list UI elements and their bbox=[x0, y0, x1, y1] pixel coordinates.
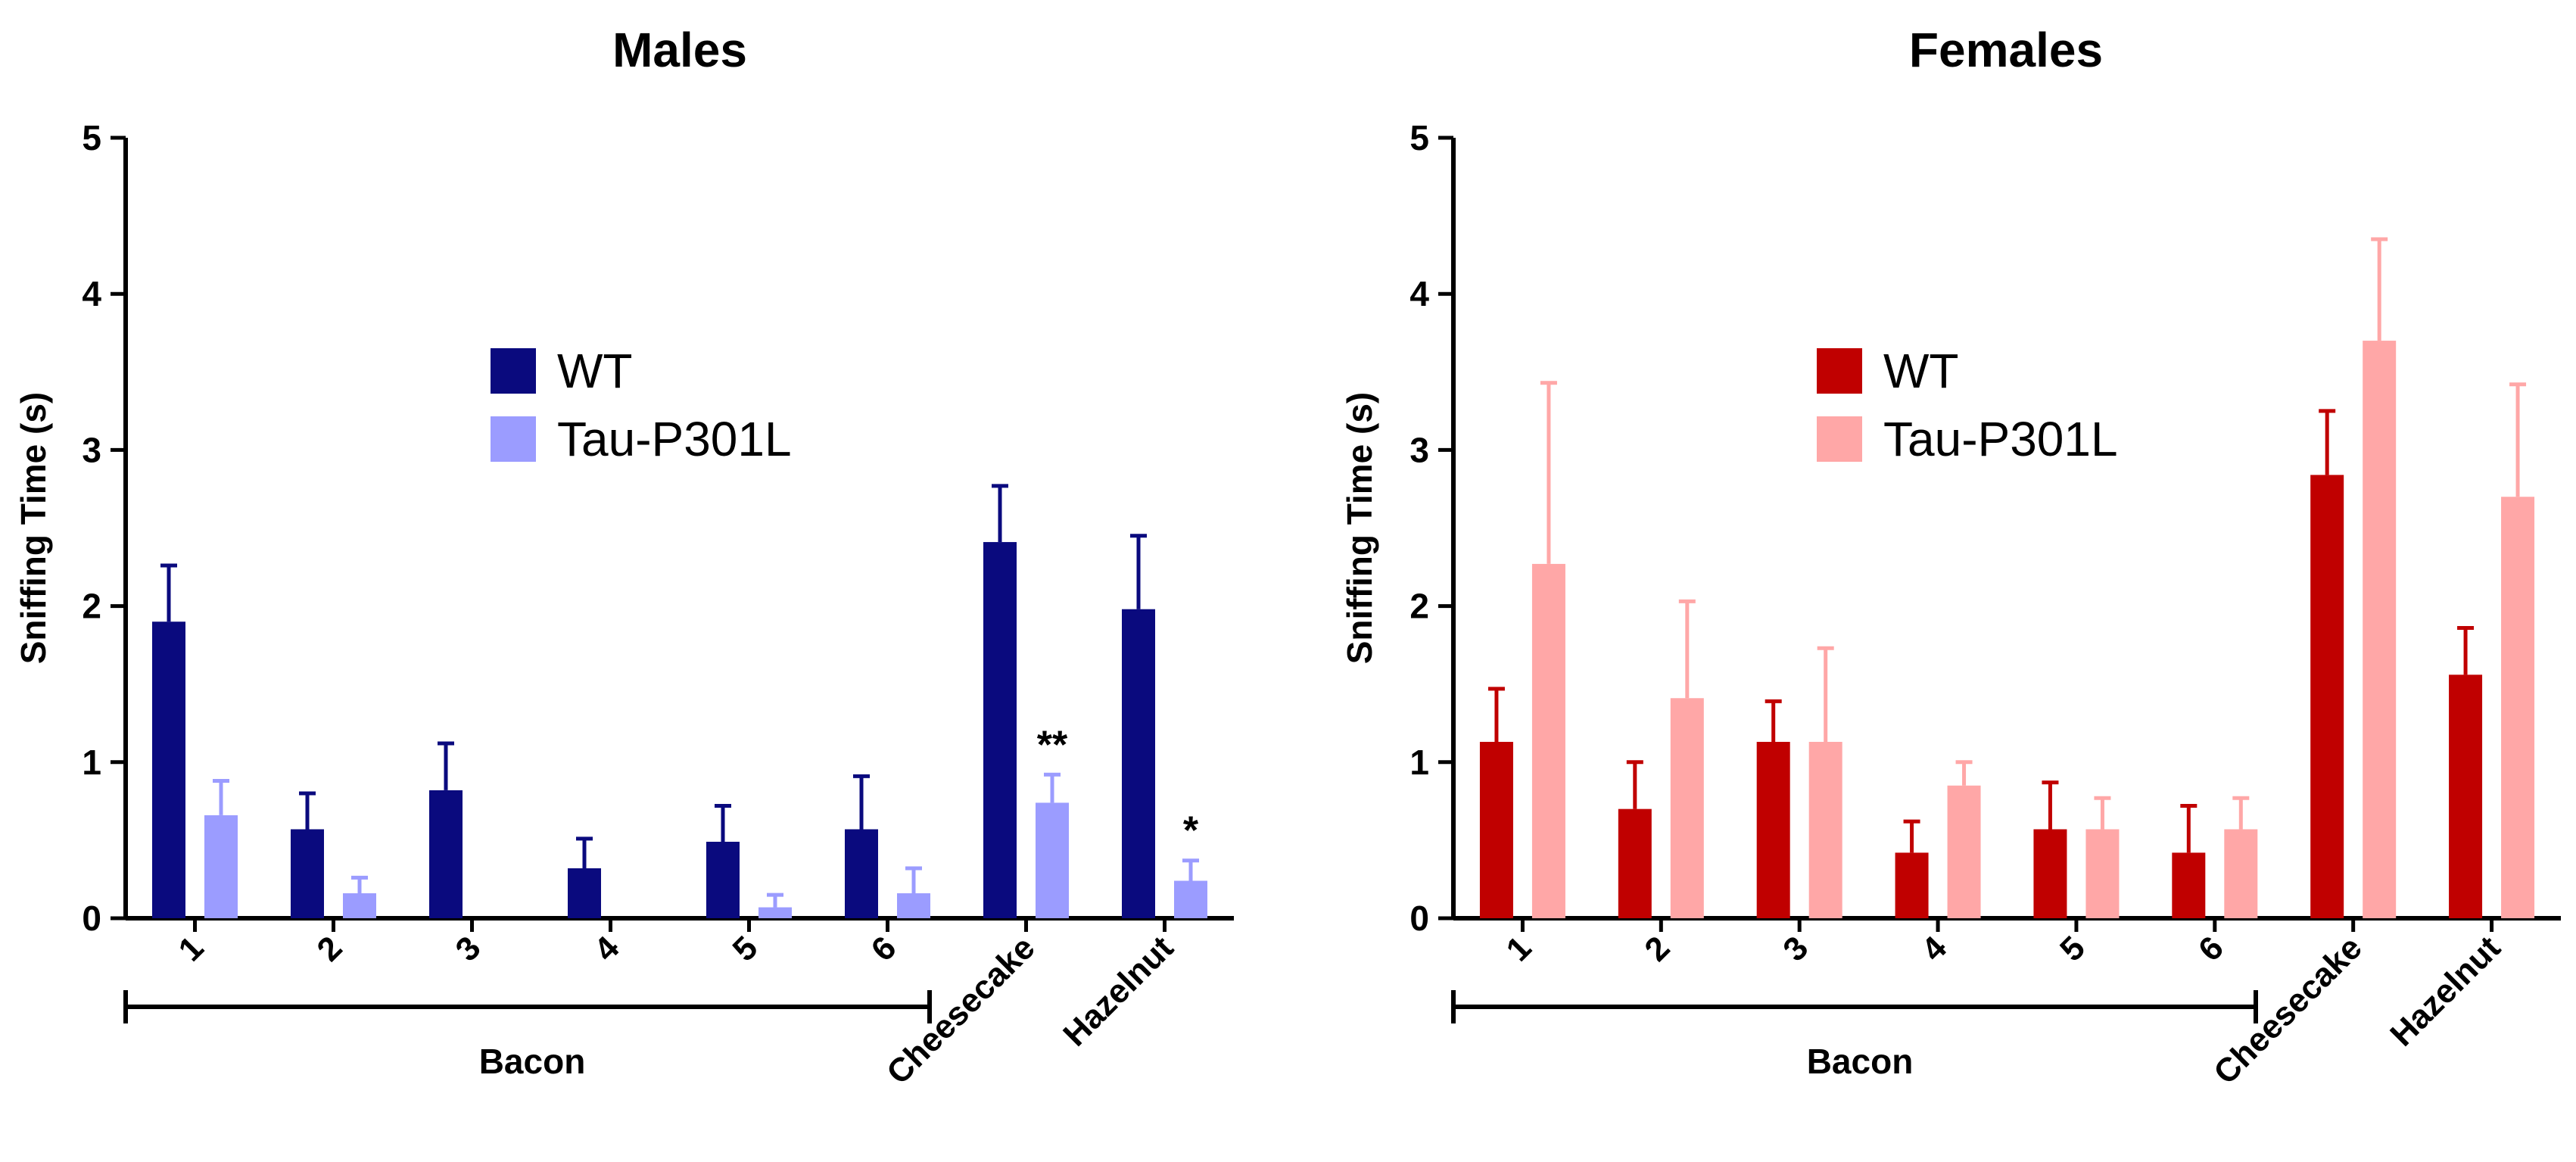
bar-tau-p301l-3 bbox=[1947, 785, 1981, 918]
y-tick-label: 5 bbox=[82, 118, 101, 157]
bar-wt-6 bbox=[983, 542, 1017, 918]
bar-tau-p301l-4 bbox=[2085, 829, 2120, 918]
chart-title: Males bbox=[612, 23, 747, 77]
bar-wt-3 bbox=[1895, 852, 1929, 918]
chart-title: Females bbox=[1909, 23, 2103, 77]
x-tick-label: 3 bbox=[449, 929, 488, 968]
x-tick-label: Cheesecake bbox=[880, 929, 1042, 1092]
bar-wt-5 bbox=[845, 829, 878, 918]
significance-marker: ** bbox=[1037, 723, 1068, 767]
bar-wt-4 bbox=[706, 841, 740, 918]
bar-wt-7 bbox=[2449, 674, 2483, 918]
bar-wt-3 bbox=[568, 868, 601, 918]
bar-tau-p301l-0 bbox=[1531, 563, 1565, 918]
group-label: Bacon bbox=[479, 1042, 586, 1081]
bar-wt-0 bbox=[152, 621, 185, 918]
y-tick-label: 2 bbox=[1409, 587, 1429, 626]
bar-wt-7 bbox=[1122, 609, 1155, 918]
y-tick-label: 2 bbox=[82, 587, 101, 626]
legend-swatch bbox=[491, 348, 536, 394]
y-tick-label: 3 bbox=[1409, 430, 1429, 469]
y-tick-label: 1 bbox=[82, 743, 101, 782]
legend-swatch bbox=[491, 416, 536, 462]
x-tick-label: Hazelnut bbox=[1056, 929, 1181, 1054]
bar-tau-p301l-2 bbox=[1808, 741, 1842, 918]
y-axis-label: Sniffing Time (s) bbox=[14, 392, 53, 665]
x-tick-label: 2 bbox=[310, 929, 350, 968]
x-tick-label: 5 bbox=[726, 929, 765, 968]
legend-swatch bbox=[1817, 348, 1862, 394]
y-tick-label: 0 bbox=[82, 899, 101, 938]
legend-swatch bbox=[1817, 416, 1862, 462]
legend-label: WT bbox=[557, 344, 633, 398]
x-tick-label: 1 bbox=[172, 929, 211, 968]
legend-label: Tau-P301L bbox=[1883, 412, 2118, 466]
males-chart: Males Sniffing Time (s) 0 1 2 3 4 5 1 2 3 4 5 6Cheese… bbox=[14, 23, 1234, 1092]
y-tick-label: 4 bbox=[1409, 274, 1429, 313]
females-chart: Females Sniffing Time (s) 0 1 2 3 4 5 1 2 3 4 5 6Chee… bbox=[1340, 23, 2561, 1092]
significance-marker: * bbox=[1183, 809, 1199, 853]
bar-wt-0 bbox=[1479, 741, 1513, 918]
y-tick-label: 3 bbox=[82, 430, 101, 469]
x-tick-label: 2 bbox=[1637, 929, 1677, 968]
x-tick-label: 4 bbox=[1914, 929, 1954, 968]
bar-wt-4 bbox=[2033, 829, 2067, 918]
bar-wt-2 bbox=[1756, 741, 1790, 918]
bar-tau-p301l-4 bbox=[758, 907, 792, 918]
x-tick-label: 4 bbox=[587, 929, 627, 968]
x-tick-label: Hazelnut bbox=[2383, 929, 2508, 1054]
bar-tau-p301l-1 bbox=[343, 893, 376, 918]
x-tick-label: 3 bbox=[1776, 929, 1815, 968]
bar-tau-p301l-5 bbox=[2224, 829, 2258, 918]
group-label: Bacon bbox=[1807, 1042, 1914, 1081]
bar-wt-2 bbox=[429, 790, 463, 918]
x-tick-label: 5 bbox=[2053, 929, 2092, 968]
bar-tau-p301l-5 bbox=[897, 893, 930, 918]
legend-label: WT bbox=[1883, 344, 1959, 398]
bar-tau-p301l-6 bbox=[1036, 802, 1069, 918]
bar-tau-p301l-6 bbox=[2363, 341, 2397, 918]
bar-tau-p301l-1 bbox=[1670, 698, 1704, 918]
y-tick-label: 1 bbox=[1409, 743, 1429, 782]
legend-label: Tau-P301L bbox=[557, 412, 792, 466]
bar-wt-5 bbox=[2172, 852, 2206, 918]
bar-wt-6 bbox=[2310, 475, 2344, 918]
y-tick-label: 0 bbox=[1409, 899, 1429, 938]
x-tick-label: 6 bbox=[864, 929, 904, 968]
bar-tau-p301l-7 bbox=[2501, 497, 2535, 918]
bar-wt-1 bbox=[291, 829, 324, 918]
x-tick-label: Cheesecake bbox=[2207, 929, 2369, 1092]
x-tick-label: 1 bbox=[1500, 929, 1539, 968]
x-tick-label: 6 bbox=[2191, 929, 2231, 968]
y-tick-label: 4 bbox=[82, 274, 101, 313]
bar-tau-p301l-7 bbox=[1174, 880, 1207, 918]
y-tick-label: 5 bbox=[1409, 118, 1429, 157]
bar-wt-1 bbox=[1618, 808, 1652, 918]
y-axis-label: Sniffing Time (s) bbox=[1340, 392, 1379, 665]
bar-tau-p301l-0 bbox=[204, 815, 238, 918]
